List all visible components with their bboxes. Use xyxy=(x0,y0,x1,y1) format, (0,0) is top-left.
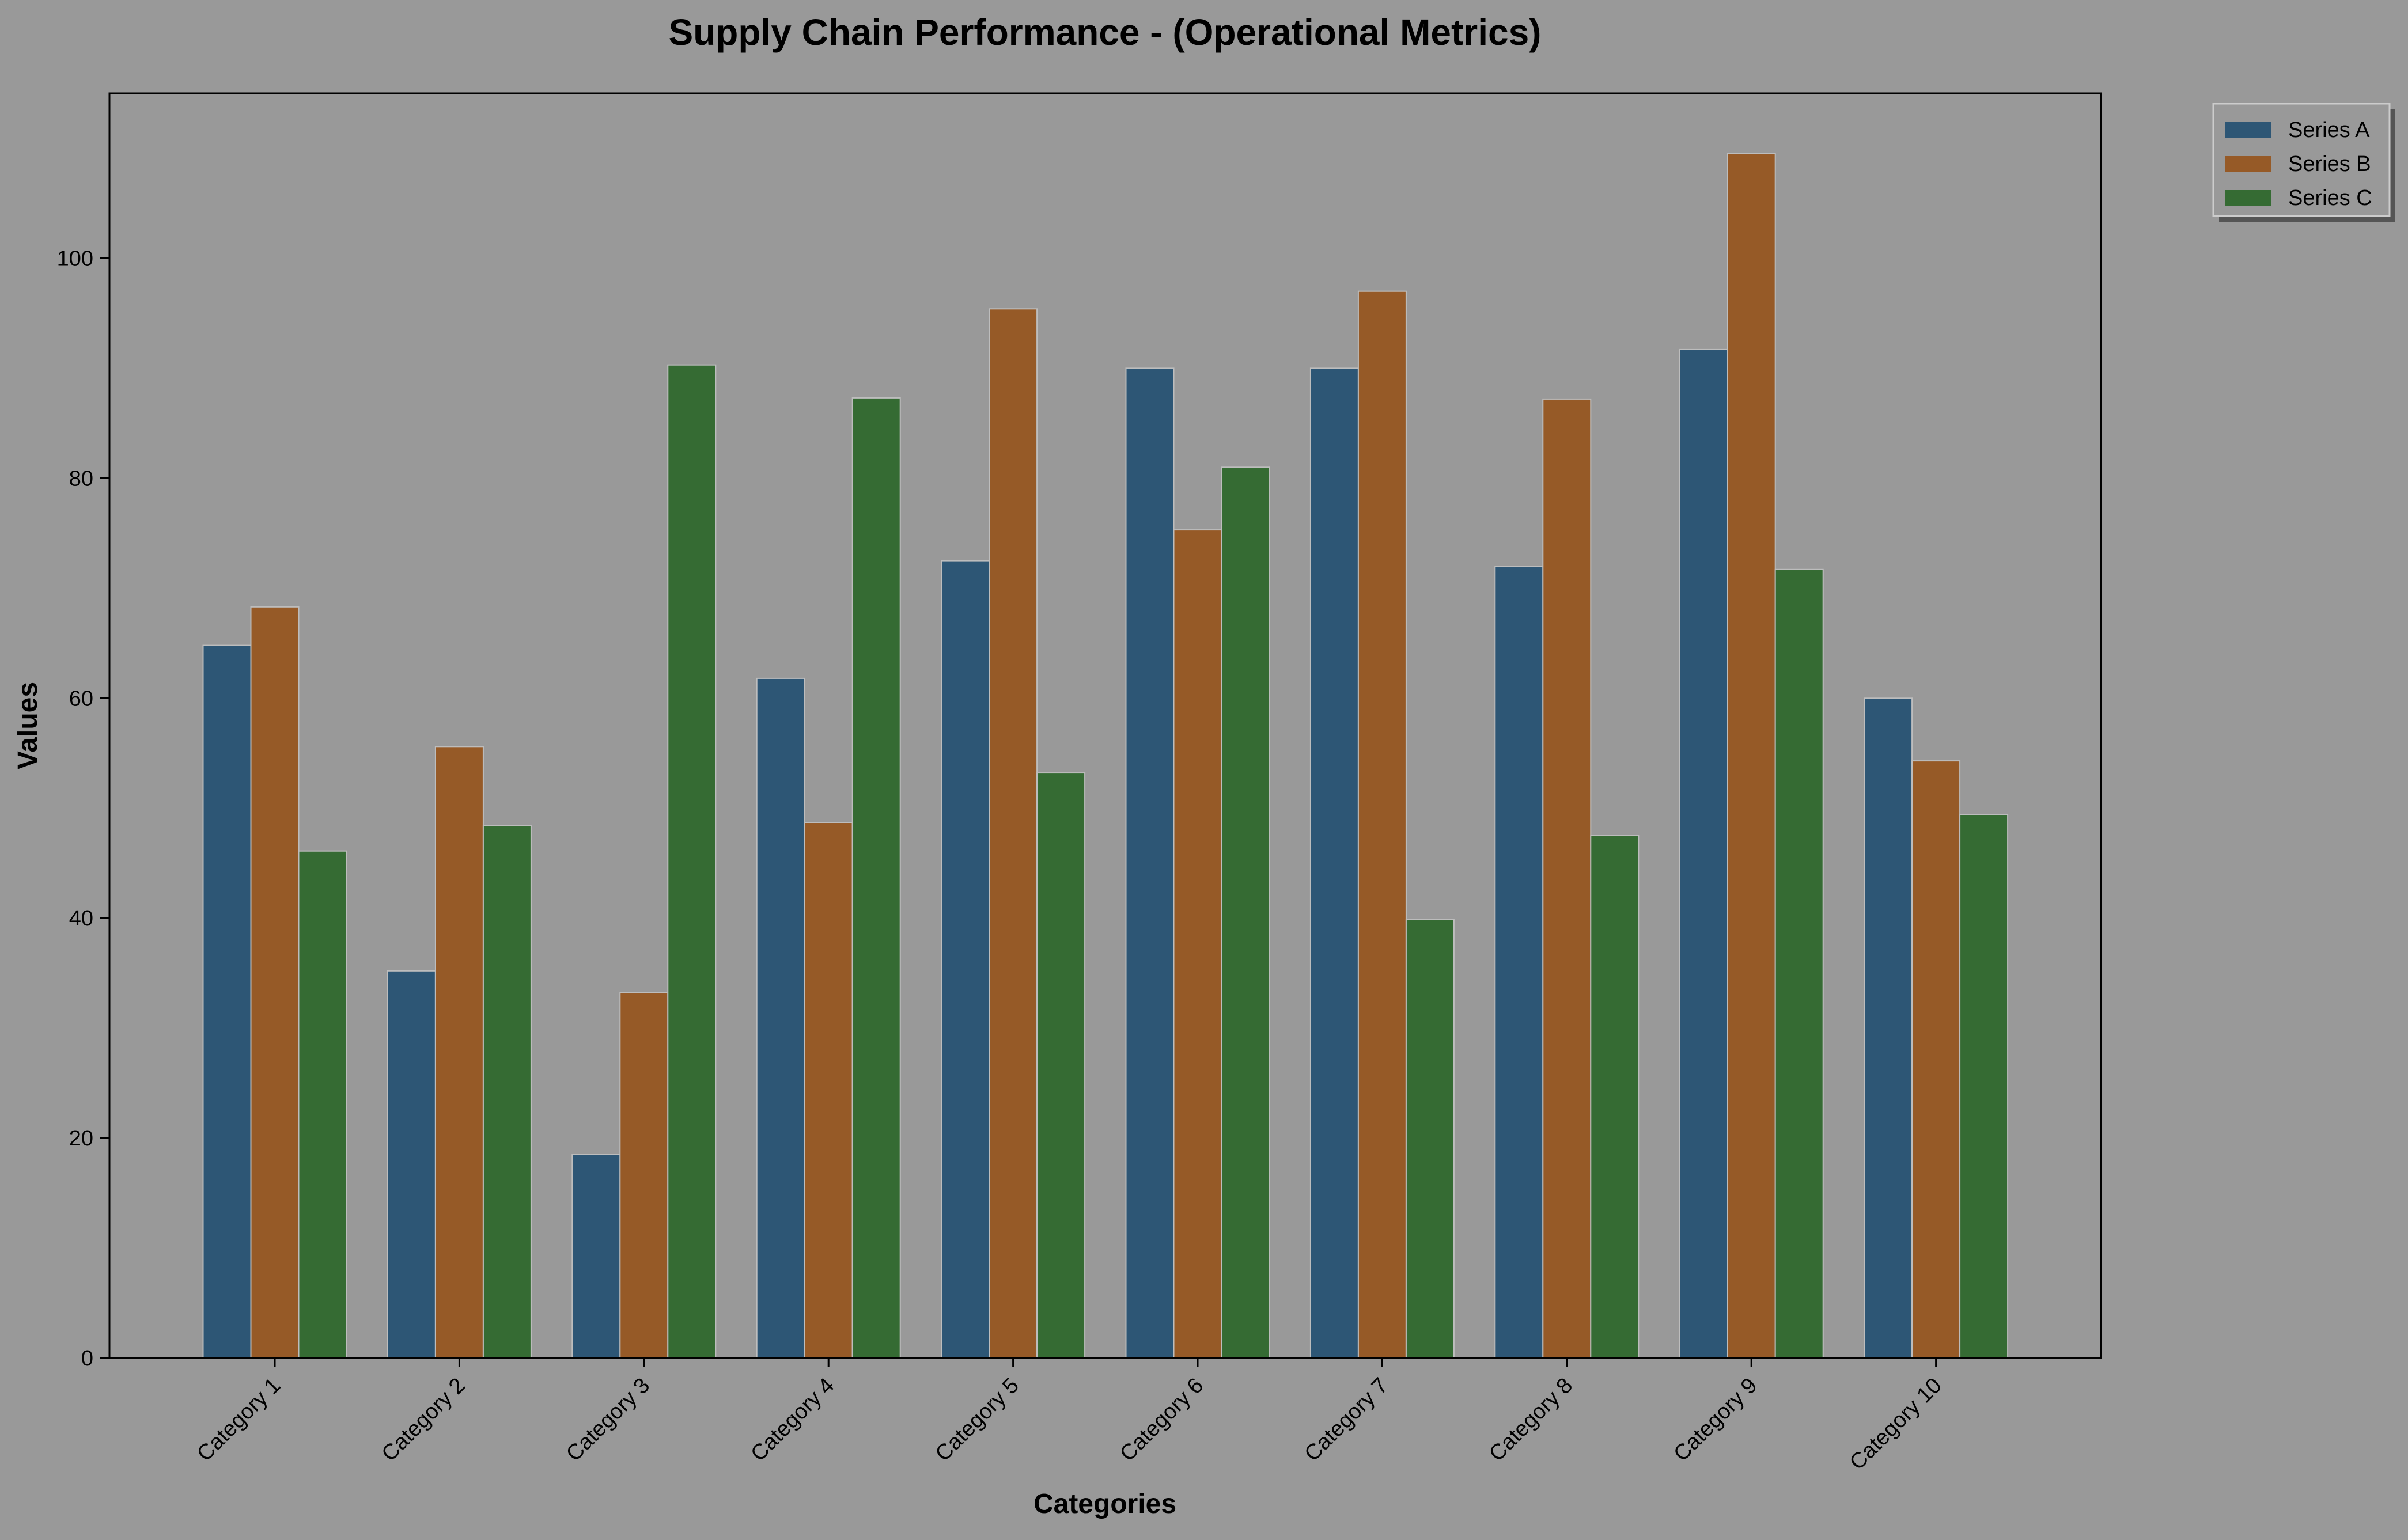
bar-series-a-category-1 xyxy=(202,644,252,1359)
bar-series-c-category-2 xyxy=(482,825,532,1359)
x-tick-label: Category 9 xyxy=(1669,1374,1762,1466)
bar-series-a-category-5 xyxy=(941,560,990,1359)
bar-series-b-category-1 xyxy=(250,606,300,1359)
x-tick-label: Category 6 xyxy=(1115,1374,1208,1466)
x-tick-label: Category 4 xyxy=(746,1374,839,1466)
legend-item-series-c[interactable]: Series C xyxy=(2225,186,2372,210)
bar-series-a-category-9 xyxy=(1679,348,1728,1359)
bar-series-a-category-8 xyxy=(1494,566,1544,1359)
bar-series-c-category-1 xyxy=(298,850,347,1359)
x-tick-label: Category 2 xyxy=(377,1374,470,1466)
y-tick-label: 80 xyxy=(69,466,93,491)
bar-series-a-category-4 xyxy=(756,677,805,1359)
x-tick-label: Category 3 xyxy=(562,1374,654,1466)
bar-series-b-category-6 xyxy=(1173,529,1222,1359)
bar-series-c-category-3 xyxy=(667,364,717,1359)
legend-label: Series C xyxy=(2288,186,2372,210)
bar-series-b-category-3 xyxy=(619,992,669,1359)
x-tick-label: Category 5 xyxy=(931,1374,1024,1466)
bar-series-b-category-9 xyxy=(1727,153,1776,1359)
plot-area-frame xyxy=(108,92,2102,1359)
bar-series-a-category-7 xyxy=(1309,367,1359,1359)
bar-series-a-category-10 xyxy=(1864,697,1913,1359)
bar-series-a-category-3 xyxy=(571,1154,621,1359)
y-tick-label: 60 xyxy=(69,686,93,711)
bars-layer xyxy=(202,153,2009,1359)
bar-series-c-category-8 xyxy=(1590,835,1640,1359)
x-tick-label: Category 1 xyxy=(192,1374,285,1466)
legend-swatch xyxy=(2225,190,2271,206)
bar-series-a-category-6 xyxy=(1125,367,1175,1359)
legend-swatch xyxy=(2225,122,2271,138)
y-tick-label: 0 xyxy=(81,1346,93,1371)
bar-series-c-category-4 xyxy=(851,397,901,1359)
x-tick-label: Category 7 xyxy=(1300,1374,1393,1466)
legend-item-series-a[interactable]: Series A xyxy=(2225,118,2370,142)
x-tick-label: Category 10 xyxy=(1845,1374,1947,1475)
bar-series-b-category-2 xyxy=(434,746,484,1359)
y-tick-label: 40 xyxy=(69,906,93,931)
legend-item-series-b[interactable]: Series B xyxy=(2225,152,2371,176)
legend[interactable]: Series A Series B Series C xyxy=(2212,103,2395,222)
x-axis-label: Categories xyxy=(1033,1489,1176,1519)
legend-swatch xyxy=(2225,156,2271,172)
bar-series-b-category-5 xyxy=(989,308,1038,1359)
legend-label: Series B xyxy=(2288,152,2371,176)
y-tick-label: 20 xyxy=(69,1126,93,1151)
y-tick-label: 100 xyxy=(57,246,93,271)
bar-series-c-category-9 xyxy=(1774,568,1824,1359)
bar-series-c-category-7 xyxy=(1405,919,1455,1359)
bar-series-a-category-2 xyxy=(387,970,436,1359)
legend-label: Series A xyxy=(2288,118,2370,142)
x-axis: Category 1 Category 2 Category 3 Category 4… xyxy=(192,1358,1947,1475)
bar-series-b-category-10 xyxy=(1911,760,1961,1359)
bar-series-c-category-10 xyxy=(1959,814,2009,1359)
bar-series-b-category-8 xyxy=(1542,398,1592,1359)
bar-series-c-category-5 xyxy=(1036,772,1086,1359)
y-axis-label: Values xyxy=(13,682,43,769)
bar-series-c-category-6 xyxy=(1221,466,1270,1359)
bar-series-b-category-7 xyxy=(1357,290,1407,1359)
x-tick-label: Category 8 xyxy=(1485,1374,1577,1466)
bar-series-b-category-4 xyxy=(804,822,853,1359)
chart-title: Supply Chain Performance - (Operational … xyxy=(669,12,1542,53)
y-axis: 0 20 40 60 80 100 xyxy=(57,246,109,1371)
